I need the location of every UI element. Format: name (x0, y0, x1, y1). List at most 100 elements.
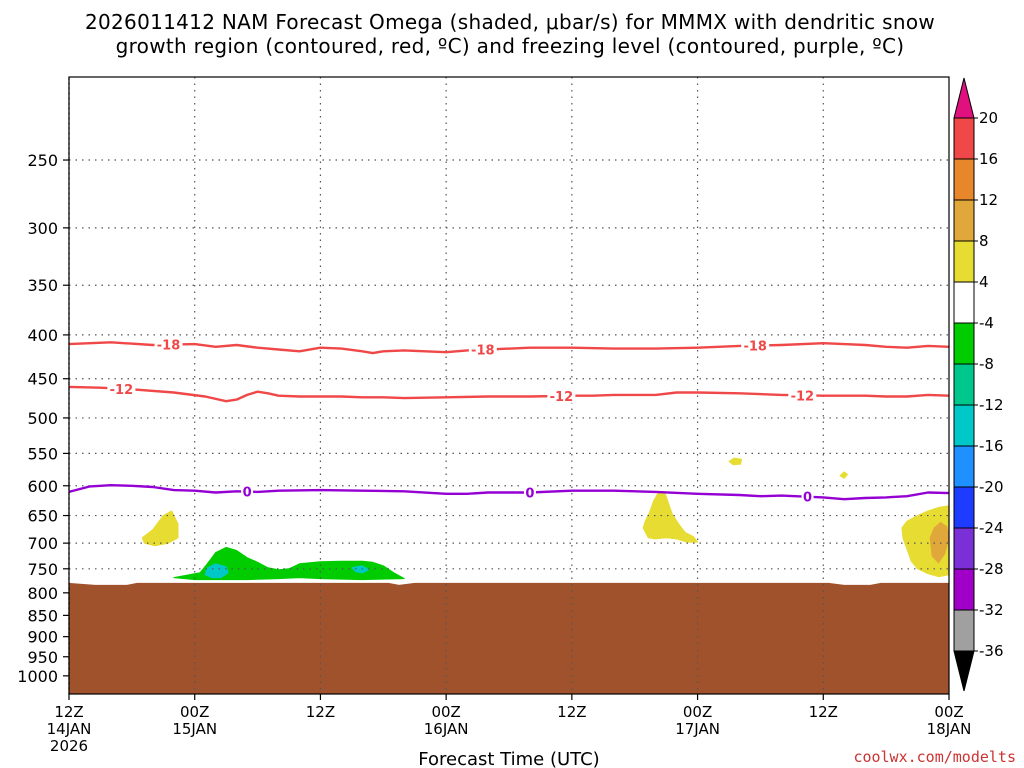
contour-label--18: -18 (471, 344, 495, 359)
x-tick-label: 00Z (431, 703, 460, 721)
contour-label--12: -12 (110, 383, 134, 398)
x-tick-label: 2026 (50, 737, 88, 755)
colorbar-segment (953, 527, 975, 570)
colorbar-top-arrow (953, 77, 975, 119)
colorbar-label: -28 (979, 560, 1004, 578)
contour-label-bg (523, 484, 536, 500)
y-tick-label: 600 (27, 477, 58, 496)
omega-region-3 (351, 565, 370, 574)
colorbar-segment (953, 281, 975, 324)
colorbar-segment (953, 322, 975, 365)
colorbar-segment (953, 240, 975, 283)
colorbar-segment (953, 199, 975, 242)
contour-label-0: 0 (803, 491, 812, 506)
y-tick-label: 300 (27, 219, 58, 238)
y-tick-label: 450 (27, 370, 58, 389)
y-tick-label: 750 (27, 560, 58, 579)
contour-label--12: -12 (791, 389, 815, 404)
contour-label-bg (241, 483, 254, 499)
omega-region-6 (839, 471, 848, 479)
x-tick-label: 12Z (306, 703, 335, 721)
colorbar-label: 4 (979, 273, 989, 291)
x-tick-label: 12Z (809, 703, 838, 721)
chart-title-line-1: 2026011412 NAM Forecast Omega (shaded, μ… (85, 10, 935, 34)
x-tick-label: 00Z (180, 703, 209, 721)
contour-label-bg (468, 341, 497, 357)
y-tick-label: 350 (27, 276, 58, 295)
ground-layer (68, 582, 950, 695)
contour-label-bg (741, 337, 770, 353)
omega-region-8 (929, 521, 949, 564)
x-tick-label: 16JAN (424, 720, 469, 738)
plot-area: -18 -18 -18 -12 -12 -12 0 0 0 (68, 76, 950, 695)
colorbar-segment (953, 363, 975, 406)
contour-lines: -18 -18 -18 -12 -12 -12 0 0 0 (69, 336, 949, 506)
y-tick-label: 850 (27, 606, 58, 625)
credit-text: coolwx.com/modelts (853, 748, 1016, 766)
colorbar-segment (953, 609, 975, 652)
contour-label--18: -18 (157, 339, 181, 354)
colorbar-label: -12 (979, 396, 1004, 414)
contour-label--18: -18 (743, 340, 767, 355)
colorbar-label: -20 (979, 478, 1004, 496)
colorbar-segment (953, 117, 975, 160)
contour-label-0: 0 (525, 487, 534, 502)
x-tick-label: 00Z (934, 703, 963, 721)
y-tick-label: 250 (27, 151, 58, 170)
omega-region-1 (173, 546, 405, 581)
y-tick-label: 900 (27, 628, 58, 647)
contour-line--18 (69, 341, 949, 355)
y-tick-label: 950 (27, 648, 58, 667)
chart-title-line-2: growth region (contoured, red, ºC) and f… (116, 34, 905, 58)
omega-region-4 (642, 491, 699, 543)
contour-label-bg (801, 488, 814, 504)
x-tick-label: 15JAN (172, 720, 217, 738)
colorbar-label: -24 (979, 519, 1004, 537)
x-tick-label: 12Z (54, 703, 83, 721)
contour-line-0 (69, 484, 949, 501)
contour-label-0: 0 (243, 486, 252, 501)
omega-shading (141, 457, 949, 581)
colorbar-label: -32 (979, 601, 1004, 619)
colorbar-label: 8 (979, 232, 989, 250)
colorbar-segment (953, 404, 975, 447)
colorbar-label: -8 (979, 355, 994, 373)
colorbar-label: 20 (979, 109, 998, 127)
colorbar-segment (953, 568, 975, 611)
omega-region-0 (141, 510, 179, 547)
colorbar-label: 12 (979, 191, 998, 209)
contour-label-bg (547, 387, 576, 403)
colorbar-label: 16 (979, 150, 998, 168)
x-tick-label: 00Z (683, 703, 712, 721)
y-tick-label: 400 (27, 326, 58, 345)
contour-label--12: -12 (550, 390, 574, 405)
colorbar-label: -4 (979, 314, 994, 332)
contour-label-bg (154, 336, 183, 352)
x-tick-label: 12Z (557, 703, 586, 721)
contour-label-bg (107, 380, 136, 396)
y-tick-label: 800 (27, 584, 58, 603)
x-tick-label: 17JAN (675, 720, 720, 738)
colorbar-label: -16 (979, 437, 1004, 455)
x-axis-title: Forecast Time (UTC) (418, 749, 599, 768)
y-tick-label: 550 (27, 444, 58, 463)
omega-region-2 (204, 563, 229, 579)
x-tick-label: 14JAN (47, 720, 92, 738)
colorbar: 20 16 12 8 4 -4 -8 -12 -16 -20 -24 -28 -32 -36 (953, 77, 1004, 692)
colorbar-label: -36 (979, 642, 1004, 660)
y-axis: 250 300 350 400 450 500 550 600 650 700 750 800 850 9… (17, 151, 69, 686)
y-tick-label: 1000 (17, 667, 58, 686)
colorbar-bottom-arrow (953, 650, 975, 692)
contour-label-bg (788, 387, 817, 403)
colorbar-segment (953, 158, 975, 201)
y-tick-label: 500 (27, 409, 58, 428)
ground-fill (68, 582, 950, 695)
colorbar-segment (953, 445, 975, 488)
y-tick-label: 700 (27, 534, 58, 553)
colorbar-segment (953, 486, 975, 529)
y-tick-label: 650 (27, 507, 58, 526)
plot-frame (68, 76, 950, 695)
omega-region-5 (728, 457, 743, 466)
